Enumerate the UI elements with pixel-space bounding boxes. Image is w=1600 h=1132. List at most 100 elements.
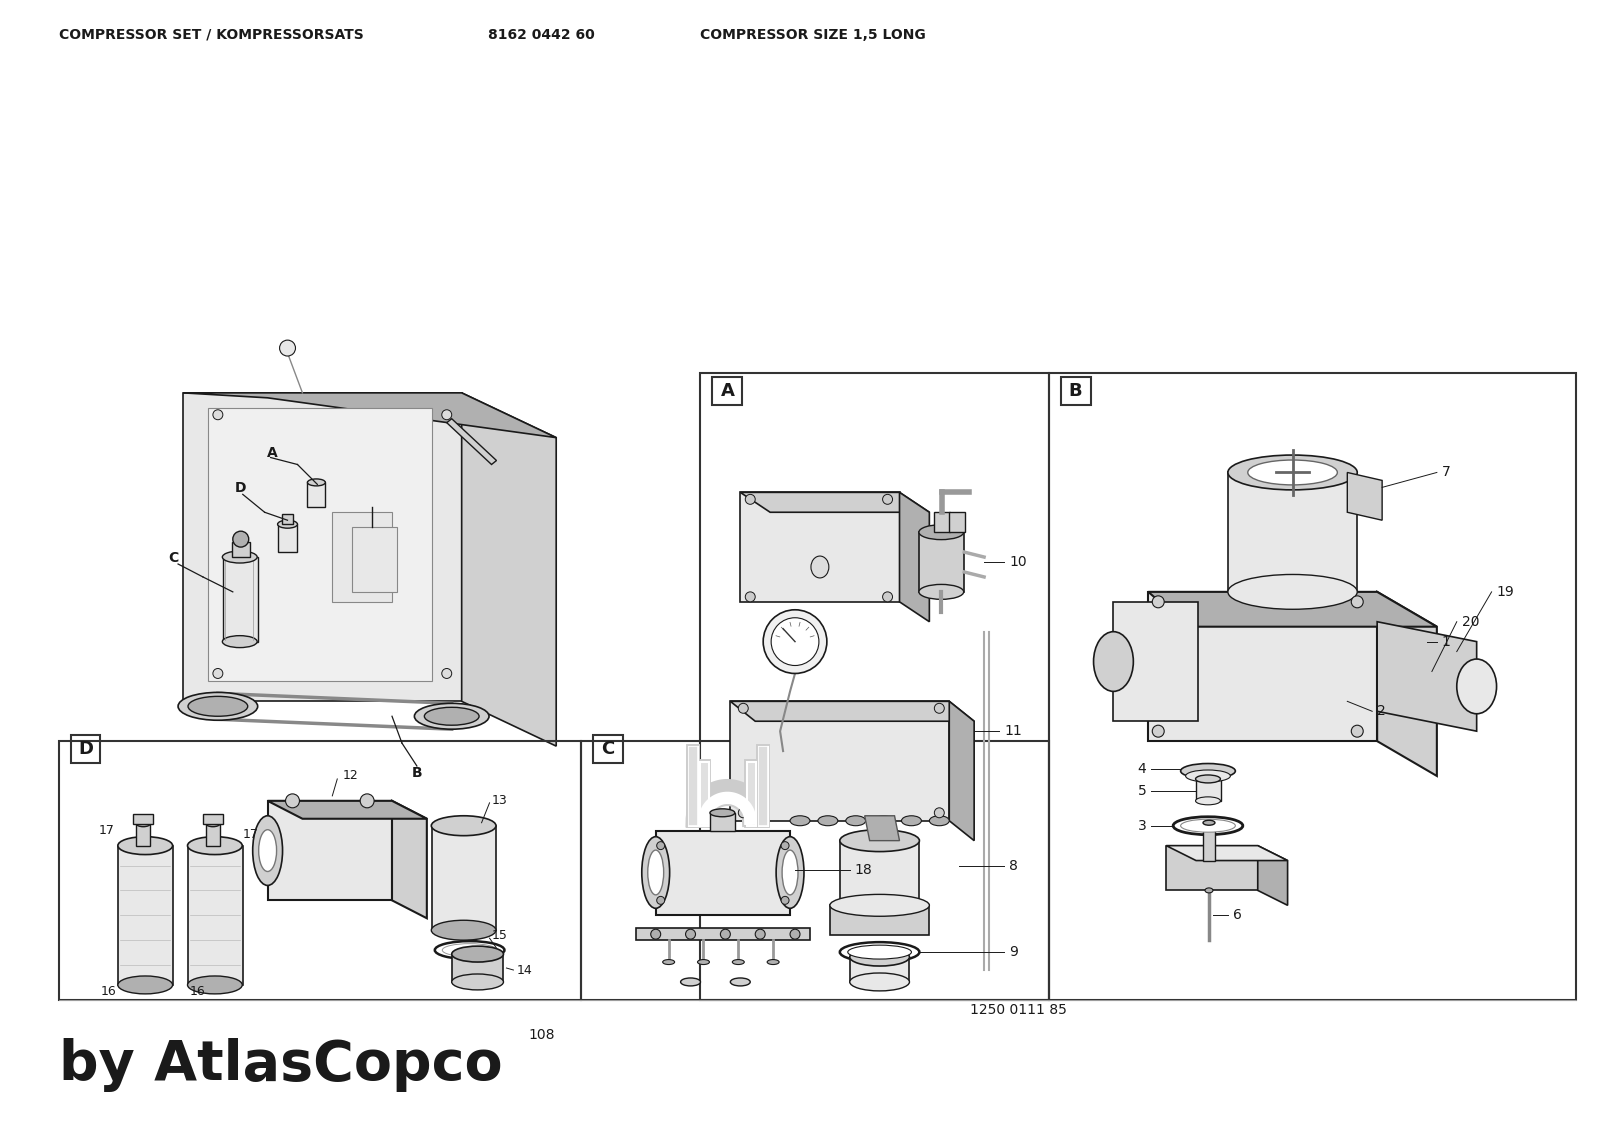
Polygon shape: [864, 816, 899, 841]
Circle shape: [781, 841, 789, 850]
Text: 3: 3: [1138, 818, 1146, 833]
Circle shape: [685, 929, 696, 940]
Text: 14: 14: [517, 963, 533, 977]
Text: 17: 17: [243, 829, 259, 841]
Ellipse shape: [840, 899, 920, 921]
Ellipse shape: [1203, 821, 1214, 825]
Bar: [277, 524, 298, 552]
Text: 4: 4: [1138, 762, 1146, 777]
Text: 1: 1: [1442, 635, 1451, 649]
Ellipse shape: [206, 821, 219, 826]
Circle shape: [720, 929, 730, 940]
Ellipse shape: [1205, 887, 1213, 893]
Bar: [59, 741, 581, 1000]
Ellipse shape: [451, 974, 504, 989]
Polygon shape: [730, 702, 974, 721]
Polygon shape: [1378, 621, 1477, 731]
Bar: [840, 841, 920, 910]
Bar: [710, 813, 736, 831]
Text: C: C: [168, 551, 178, 565]
Polygon shape: [267, 800, 392, 900]
Polygon shape: [1166, 846, 1258, 891]
Polygon shape: [1227, 472, 1357, 592]
Text: B: B: [411, 766, 422, 780]
Text: 7: 7: [1442, 465, 1451, 480]
Circle shape: [280, 340, 296, 357]
Ellipse shape: [187, 976, 242, 994]
Text: 15: 15: [491, 928, 507, 942]
Ellipse shape: [818, 816, 838, 825]
Polygon shape: [741, 492, 899, 602]
Ellipse shape: [118, 976, 173, 994]
Text: 16: 16: [101, 985, 117, 998]
Ellipse shape: [642, 837, 670, 908]
Text: 5: 5: [1138, 783, 1146, 798]
Bar: [451, 954, 504, 981]
Text: 6: 6: [1234, 908, 1242, 923]
Text: 11: 11: [1003, 724, 1022, 738]
Circle shape: [285, 794, 299, 808]
Ellipse shape: [424, 708, 478, 726]
Circle shape: [746, 495, 755, 504]
Ellipse shape: [901, 816, 922, 825]
Polygon shape: [446, 419, 496, 464]
Polygon shape: [741, 492, 930, 513]
Circle shape: [755, 929, 765, 940]
Ellipse shape: [848, 945, 912, 959]
Bar: [830, 906, 930, 935]
Circle shape: [934, 703, 944, 713]
Text: 108: 108: [528, 1028, 555, 1041]
Ellipse shape: [118, 837, 173, 855]
Circle shape: [442, 410, 451, 420]
Ellipse shape: [222, 551, 258, 563]
Circle shape: [746, 592, 755, 602]
Circle shape: [1352, 726, 1363, 737]
Polygon shape: [267, 800, 427, 818]
Bar: [701, 372, 1048, 1000]
Polygon shape: [1149, 592, 1378, 741]
Circle shape: [213, 669, 222, 678]
Ellipse shape: [846, 816, 866, 825]
Ellipse shape: [1181, 820, 1235, 832]
Ellipse shape: [930, 816, 949, 825]
Ellipse shape: [277, 521, 298, 529]
Polygon shape: [208, 408, 432, 681]
Text: B: B: [1069, 381, 1083, 400]
Ellipse shape: [222, 636, 258, 648]
Circle shape: [763, 610, 827, 674]
Ellipse shape: [432, 920, 496, 941]
Bar: [206, 824, 219, 846]
Bar: [133, 814, 154, 824]
Text: D: D: [235, 481, 246, 496]
Ellipse shape: [776, 837, 803, 908]
Ellipse shape: [790, 816, 810, 825]
Polygon shape: [462, 393, 557, 746]
Ellipse shape: [874, 816, 893, 825]
Circle shape: [790, 929, 800, 940]
Bar: [222, 557, 258, 642]
Circle shape: [656, 841, 664, 850]
Text: COMPRESSOR SIZE 1,5 LONG: COMPRESSOR SIZE 1,5 LONG: [701, 27, 926, 42]
Ellipse shape: [1093, 632, 1133, 692]
Ellipse shape: [1227, 455, 1357, 490]
Text: 13: 13: [491, 795, 507, 807]
Text: D: D: [78, 740, 93, 758]
Circle shape: [656, 897, 664, 904]
Text: 8: 8: [1010, 858, 1018, 873]
Circle shape: [1352, 595, 1363, 608]
Text: A: A: [267, 446, 278, 460]
Ellipse shape: [451, 946, 504, 962]
Text: A: A: [720, 381, 734, 400]
Ellipse shape: [442, 944, 498, 957]
Ellipse shape: [414, 703, 490, 729]
Text: C: C: [602, 740, 614, 758]
Bar: [189, 846, 243, 985]
Ellipse shape: [432, 816, 496, 835]
Text: 17: 17: [99, 824, 114, 838]
Ellipse shape: [811, 556, 829, 578]
Text: 9: 9: [1010, 945, 1018, 959]
Bar: [432, 825, 496, 931]
Bar: [136, 824, 150, 846]
Polygon shape: [656, 831, 790, 916]
Ellipse shape: [253, 816, 283, 885]
